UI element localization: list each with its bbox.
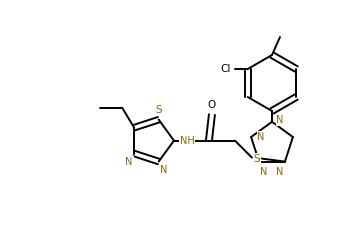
Text: N: N	[276, 115, 284, 125]
Text: Cl: Cl	[221, 64, 231, 74]
Text: N: N	[257, 132, 265, 142]
Text: S: S	[155, 105, 162, 115]
Text: S: S	[254, 154, 260, 164]
Text: O: O	[208, 100, 216, 110]
Text: N: N	[260, 167, 268, 176]
Text: NH: NH	[179, 136, 194, 146]
Text: N: N	[276, 167, 284, 176]
Text: N: N	[126, 157, 133, 167]
Text: N: N	[160, 164, 167, 175]
